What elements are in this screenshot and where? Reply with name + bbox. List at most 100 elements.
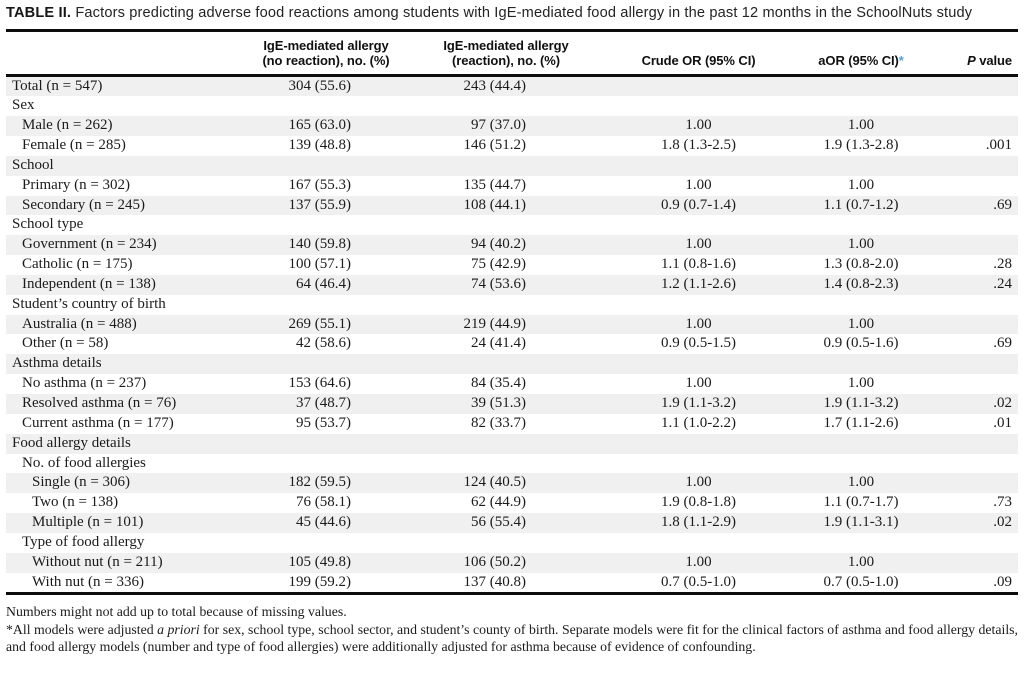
row-label: Current asthma (n = 177) [22, 414, 174, 431]
cell-reaction: 135 (44.7) [463, 176, 527, 193]
row-label: Without nut (n = 211) [32, 553, 163, 570]
table-row: Asthma details [6, 354, 1018, 375]
table-row: Primary (n = 302) 167 (55.3) 135 (44.7) 1.0… [6, 176, 1018, 196]
footnote-adjustment: *All models were adjusted a priori for s… [6, 621, 1018, 656]
cell-p-value [916, 96, 1018, 116]
row-label: Type of food allergy [22, 533, 145, 550]
cell-no-reaction: 105 (49.8) [288, 553, 352, 570]
table-row: Food allergy details [6, 433, 1018, 454]
header-line: (reaction), no. (%) [452, 53, 560, 68]
row-label: Secondary (n = 245) [22, 196, 146, 213]
cell-p-value: .69 [993, 196, 1012, 213]
row-label: Student’s country of birth [12, 295, 166, 312]
cell-crude-or: 1.00 [685, 375, 712, 392]
cell-reaction: 124 (40.5) [463, 474, 527, 491]
cell-crude-or: 1.2 (1.1-2.6) [661, 275, 736, 292]
table-title: TABLE II. Factors predicting adverse foo… [6, 4, 1018, 24]
table-row: Without nut (n = 211) 105 (49.8) 106 (50.2… [6, 552, 1018, 573]
cell-aor: 1.00 [847, 375, 875, 392]
results-table: IgE-mediated allergy (no reaction), no. … [6, 28, 1018, 596]
row-label: Male (n = 262) [22, 117, 113, 134]
cell-crude-or: 1.00 [685, 176, 712, 193]
table-row: Catholic (n = 175) 100 (57.1) 75 (42.9) 1.1… [6, 255, 1018, 275]
table-row: Single (n = 306) 182 (59.5) 124 (40.5) 1.00… [6, 473, 1018, 494]
table-row: Current asthma (n = 177) 95 (53.7) 82 (33.… [6, 414, 1018, 434]
cell-p-value [916, 454, 1018, 474]
cell-p-value [916, 215, 1018, 235]
row-label: Other (n = 58) [22, 335, 109, 352]
cell-crude-or [591, 96, 806, 116]
cell-no-reaction: 137 (55.9) [288, 196, 352, 213]
cell-p-value: .02 [993, 395, 1012, 411]
table-row: Australia (n = 488) 269 (55.1) 219 (44.9) 1… [6, 314, 1018, 335]
cell-reaction: 75 (42.9) [471, 256, 526, 273]
cell-aor [806, 96, 916, 116]
row-label: Sex [12, 97, 35, 114]
cell-no-reaction [231, 434, 421, 454]
cell-aor [806, 454, 916, 474]
cell-reaction: 94 (40.2) [471, 236, 526, 253]
table-row: Type of food allergy [6, 533, 1018, 553]
table-row: Two (n = 138) 76 (58.1) 62 (44.9) 1.9 (0.8-… [6, 493, 1018, 513]
cell-reaction: 137 (40.8) [463, 573, 527, 590]
cell-p-value [916, 315, 1018, 335]
footnote-text-italic: a priori [157, 621, 200, 637]
cell-no-reaction [231, 215, 421, 235]
cell-no-reaction [231, 156, 421, 176]
cell-p-value: .02 [993, 514, 1012, 531]
row-label: School [12, 156, 54, 173]
cell-aor [806, 533, 916, 553]
cell-crude-or: 1.1 (1.0-2.2) [661, 414, 736, 431]
footnote-text: *All models were adjusted [6, 621, 158, 637]
table-row: Multiple (n = 101) 45 (44.6) 56 (55.4) 1.8 … [6, 513, 1018, 533]
column-header-reaction: IgE-mediated allergy (reaction), no. (%) [421, 30, 591, 75]
cell-crude-or: 1.00 [685, 315, 712, 332]
cell-p-value [916, 176, 1018, 196]
row-label: Government (n = 234) [22, 236, 157, 253]
cell-p-value [916, 553, 1018, 573]
cell-aor: 1.1 (0.7-1.7) [823, 494, 899, 511]
cell-reaction [421, 156, 591, 176]
row-label: Food allergy details [12, 434, 131, 451]
cell-aor: 1.00 [847, 236, 875, 253]
cell-aor: 1.00 [847, 474, 875, 491]
row-label: No. of food allergies [22, 454, 146, 471]
cell-aor [806, 354, 916, 374]
cell-crude-or: 1.00 [685, 474, 712, 491]
cell-no-reaction: 165 (63.0) [288, 117, 352, 134]
cell-reaction: 108 (44.1) [463, 196, 527, 213]
cell-crude-or: 1.00 [685, 117, 712, 134]
cell-p-value [916, 533, 1018, 553]
row-label: Australia (n = 488) [22, 315, 137, 332]
cell-crude-or: 0.9 (0.5-1.5) [661, 335, 736, 352]
column-header-stub [6, 30, 231, 75]
cell-aor: 1.3 (0.8-2.0) [823, 256, 899, 273]
cell-p-value [916, 374, 1018, 394]
cell-p-value: .001 [985, 137, 1012, 154]
p-label-rest: value [975, 53, 1012, 68]
cell-p-value [916, 235, 1018, 255]
cell-no-reaction [231, 454, 421, 474]
cell-aor [806, 75, 916, 96]
cell-no-reaction: 140 (59.8) [288, 236, 352, 253]
cell-reaction: 146 (51.2) [463, 137, 527, 154]
cell-crude-or: 1.9 (1.1-3.2) [661, 395, 736, 411]
cell-aor: 1.4 (0.8-2.3) [823, 275, 899, 292]
cell-crude-or [591, 215, 806, 235]
table-body: Total (n = 547) 304 (55.6) 243 (44.4) Sex Ma… [6, 75, 1018, 594]
cell-crude-or [591, 533, 806, 553]
table-row: No asthma (n = 237) 153 (64.6) 84 (35.4) 1.… [6, 374, 1018, 394]
cell-crude-or: 1.8 (1.3-2.5) [661, 137, 736, 154]
p-label-italic: P [967, 53, 976, 68]
cell-aor: 0.9 (0.5-1.6) [823, 335, 899, 352]
cell-no-reaction: 100 (57.1) [288, 256, 352, 273]
cell-crude-or [591, 454, 806, 474]
cell-reaction: 39 (51.3) [471, 395, 526, 411]
cell-aor [806, 295, 916, 315]
cell-p-value: .24 [993, 275, 1012, 292]
cell-aor: 1.7 (1.1-2.6) [823, 414, 899, 431]
cell-aor: 1.00 [847, 315, 875, 332]
row-label: Female (n = 285) [22, 137, 126, 154]
cell-aor [806, 156, 916, 176]
cell-aor: 1.00 [847, 117, 875, 134]
